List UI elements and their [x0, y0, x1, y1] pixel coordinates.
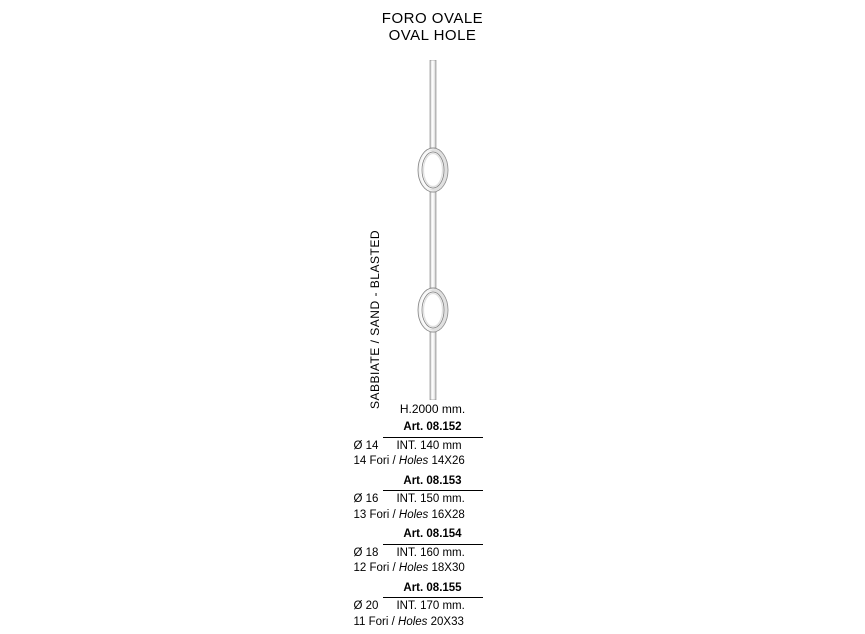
interval: INT. 140 mm: [396, 439, 461, 455]
art-underline: [383, 544, 483, 545]
bar-illustration: [393, 60, 473, 400]
title-block: FORO OVALE OVAL HOLE: [0, 10, 865, 45]
spec-item-2: Art. 08.154 Ø 18 INT. 160 mm. 12 Fori / …: [348, 527, 518, 577]
art-code: Art. 08.155: [348, 581, 518, 598]
holes-count: 11 Fori /: [354, 616, 399, 628]
holes-count: 12 Fori /: [354, 562, 399, 574]
art-underline: [383, 490, 483, 491]
diameter: Ø 16: [354, 492, 379, 508]
holes-count: 14 Fori /: [354, 455, 399, 467]
spec-row2: 12 Fori / Holes 18X30: [348, 561, 518, 577]
height-label: H.2000 mm.: [0, 402, 865, 416]
spec-row2: 13 Fori / Holes 16X28: [348, 508, 518, 524]
holes-dim: 16X28: [428, 509, 464, 521]
page: FORO OVALE OVAL HOLE SABBIATE / SAND - B…: [0, 0, 865, 615]
side-label: SABBIATE / SAND - BLASTED: [368, 230, 382, 409]
holes-word: Holes: [399, 562, 428, 574]
interval: INT. 160 mm.: [396, 546, 464, 562]
spec-item-3: Art. 08.155 Ø 20 INT. 170 mm. 11 Fori / …: [348, 581, 518, 631]
art-code: Art. 08.154: [348, 527, 518, 544]
holes-word: Holes: [399, 455, 428, 467]
diameter: Ø 14: [354, 439, 379, 455]
holes-word: Holes: [399, 509, 428, 521]
spec-item-1: Art. 08.153 Ø 16 INT. 150 mm. 13 Fori / …: [348, 474, 518, 524]
spec-row1: Ø 16 INT. 150 mm.: [348, 492, 518, 508]
diagram-wrap: SABBIATE / SAND - BLASTED: [393, 60, 473, 400]
holes-word: Holes: [398, 616, 427, 628]
interval: INT. 170 mm.: [396, 599, 464, 615]
diagram-area: SABBIATE / SAND - BLASTED: [0, 60, 865, 400]
art-code: Art. 08.152: [348, 420, 518, 437]
spec-item-0: Art. 08.152 Ø 14 INT. 140 mm 14 Fori / H…: [348, 420, 518, 470]
holes-dim: 18X30: [428, 562, 464, 574]
spec-row2: 14 Fori / Holes 14X26: [348, 454, 518, 470]
spec-row1: Ø 14 INT. 140 mm: [348, 439, 518, 455]
art-underline: [383, 437, 483, 438]
holes-dim: 14X26: [428, 455, 464, 467]
title-line-1: FORO OVALE: [0, 10, 865, 27]
spec-block: Art. 08.152 Ø 14 INT. 140 mm 14 Fori / H…: [348, 420, 518, 634]
spec-row2: 11 Fori / Holes 20X33: [348, 615, 518, 631]
art-underline: [383, 597, 483, 598]
holes-dim: 20X33: [427, 616, 463, 628]
art-code: Art. 08.153: [348, 474, 518, 491]
interval: INT. 150 mm.: [396, 492, 464, 508]
diameter: Ø 20: [354, 599, 379, 615]
spec-row1: Ø 18 INT. 160 mm.: [348, 546, 518, 562]
title-line-2: OVAL HOLE: [0, 27, 865, 44]
holes-count: 13 Fori /: [354, 509, 399, 521]
diameter: Ø 18: [354, 546, 379, 562]
spec-row1: Ø 20 INT. 170 mm.: [348, 599, 518, 615]
